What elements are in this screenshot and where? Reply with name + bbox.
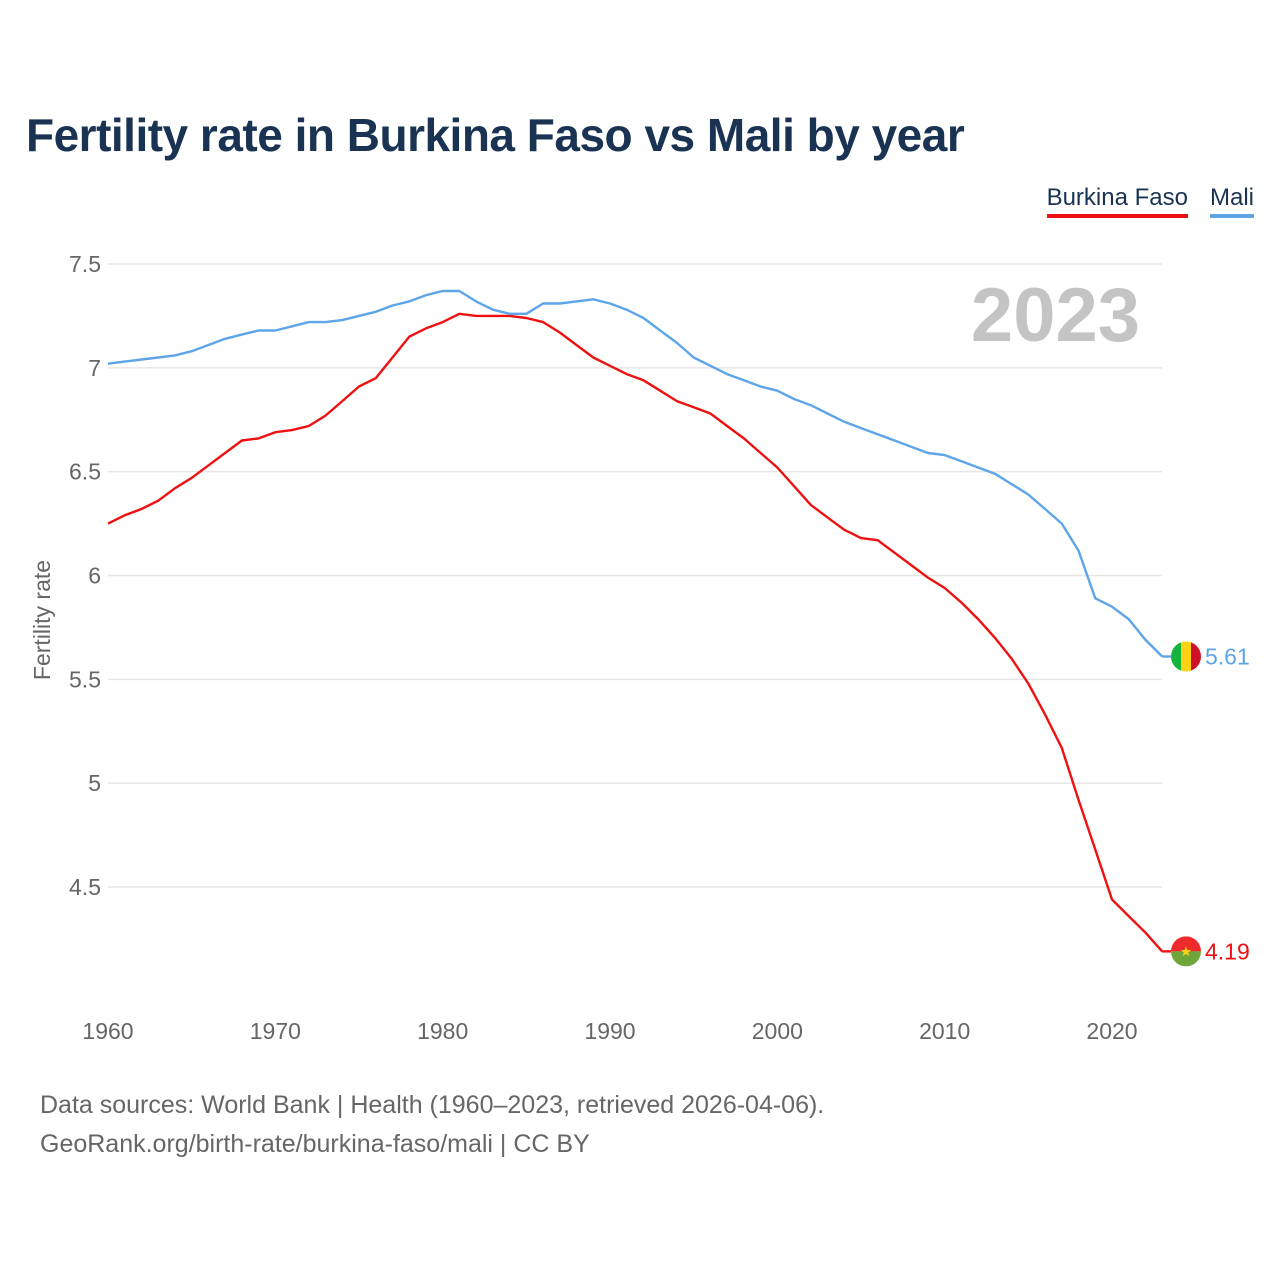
y-tick-label: 5.5 bbox=[69, 666, 101, 692]
source-line-1: Data sources: World Bank | Health (1960–… bbox=[40, 1091, 825, 1119]
x-tick-label: 1990 bbox=[584, 1018, 635, 1044]
legend: Burkina Faso Mali bbox=[1046, 184, 1254, 218]
source-line-2: GeoRank.org/birth-rate/burkina-faso/mali… bbox=[40, 1130, 590, 1158]
year-watermark: 2023 bbox=[971, 273, 1140, 358]
x-tick-label: 2010 bbox=[919, 1018, 970, 1044]
y-tick-label: 7 bbox=[88, 355, 101, 381]
burkina-faso-flag-icon bbox=[1171, 936, 1201, 967]
y-tick-label: 5 bbox=[88, 770, 101, 796]
chart-title: Fertility rate in Burkina Faso vs Mali b… bbox=[26, 109, 965, 161]
series-line-burkina-faso bbox=[107, 312, 1164, 953]
y-tick-label: 4.5 bbox=[69, 874, 101, 900]
x-tick-label: 2000 bbox=[752, 1018, 803, 1044]
y-tick-label: 7.5 bbox=[69, 251, 101, 277]
end-value-label-burkina-faso: 4.19 bbox=[1205, 938, 1250, 964]
legend-item-mali[interactable]: Mali bbox=[1209, 184, 1254, 218]
end-value-label-mali: 5.61 bbox=[1205, 643, 1250, 669]
source-notes: Data sources: World Bank | Health (1960–… bbox=[40, 1086, 824, 1164]
x-tick-label: 1980 bbox=[417, 1018, 468, 1044]
legend-item-burkina-faso[interactable]: Burkina Faso bbox=[1046, 184, 1188, 218]
y-axis-label: Fertility rate bbox=[29, 560, 55, 680]
y-tick-label: 6 bbox=[88, 563, 101, 589]
x-tick-label: 1970 bbox=[250, 1018, 301, 1044]
y-tick-label: 6.5 bbox=[69, 459, 101, 485]
series-line-mali bbox=[107, 289, 1164, 658]
x-tick-label: 1960 bbox=[82, 1018, 133, 1044]
x-tick-label: 2020 bbox=[1086, 1018, 1137, 1044]
mali-flag-icon bbox=[1171, 641, 1201, 672]
